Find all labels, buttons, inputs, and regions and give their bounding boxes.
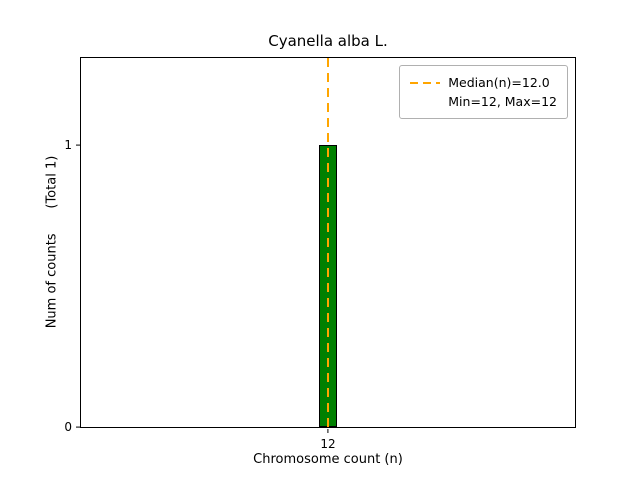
- x-tick-label-12: 12: [320, 437, 336, 451]
- y-tick-mark-1: [76, 144, 80, 146]
- y-axis-label: Num of counts (Total 1): [44, 155, 60, 329]
- y-tick-label-1: 1: [64, 138, 72, 153]
- legend-row-median: Median(n)=12.0: [410, 73, 557, 92]
- y-tick-label-0: 0: [64, 420, 72, 434]
- plot-area: Median(n)=12.0 Min=12, Max=12 0 1 12: [64, 57, 576, 451]
- chart-title: Cyanella alba L.: [268, 32, 388, 50]
- legend-label-median: Median(n)=12.0: [448, 75, 550, 90]
- legend-row-minmax: Min=12, Max=12: [410, 92, 557, 111]
- median-dash-icon: [410, 81, 441, 84]
- y-tick-mark-0: [76, 426, 80, 428]
- median-line: [327, 58, 329, 427]
- legend: Median(n)=12.0 Min=12, Max=12: [399, 65, 568, 119]
- x-tick-mark-12: [327, 428, 329, 433]
- legend-spacer: [410, 101, 440, 103]
- x-axis-label: Chromosome count (n): [253, 452, 403, 467]
- legend-label-minmax: Min=12, Max=12: [448, 94, 557, 109]
